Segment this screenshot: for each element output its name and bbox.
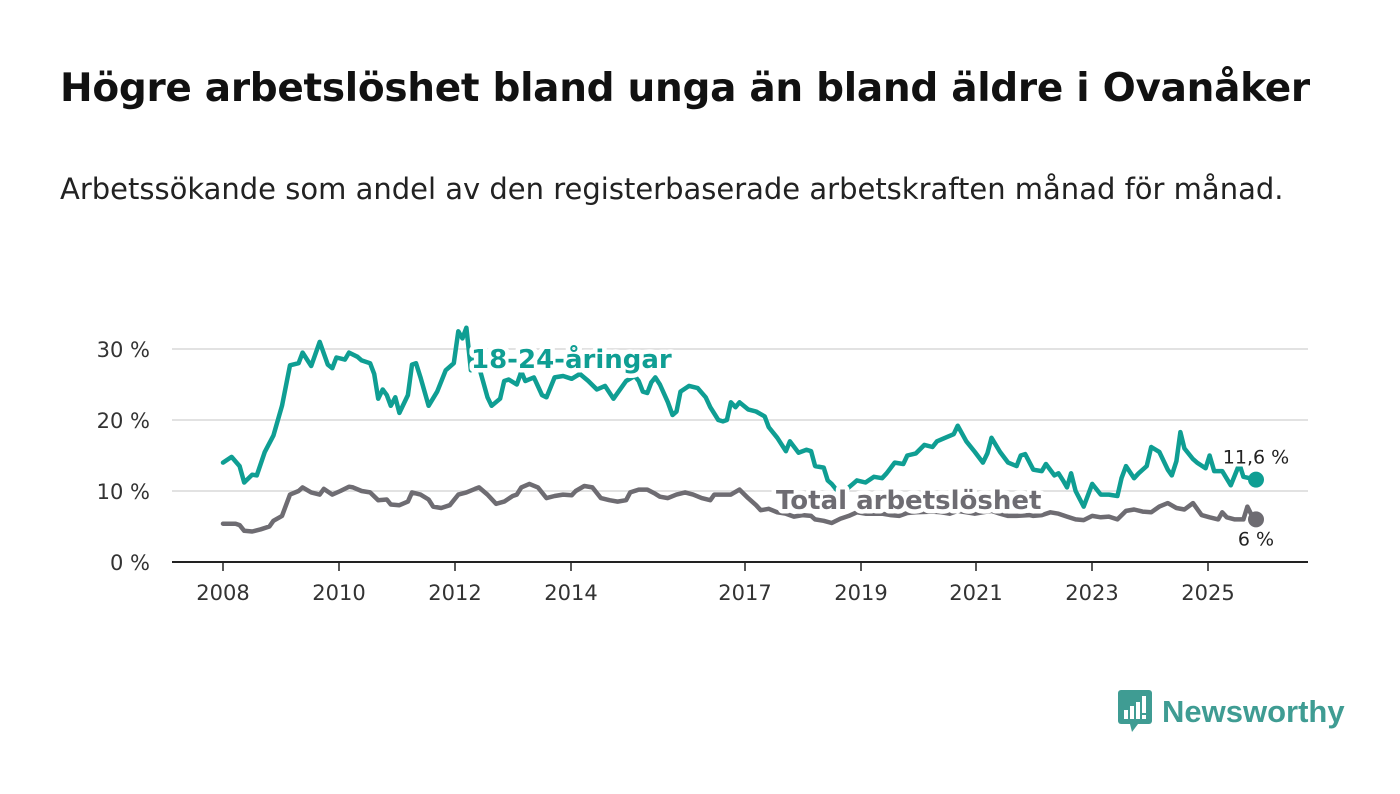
end-label-unga-halo: 11,6 % [1223, 447, 1289, 469]
x-tick-label: 2025 [1181, 581, 1234, 605]
series-label-total: Total arbetslöshet [776, 486, 1041, 516]
brand-logo: Newsworthy [1118, 690, 1345, 734]
y-tick-label: 10 % [97, 480, 150, 504]
x-tick-label: 2023 [1065, 581, 1118, 605]
x-tick-label: 2019 [834, 581, 887, 605]
series-label-unga: 18-24-åringar [471, 343, 672, 375]
y-tick-label: 20 % [97, 409, 150, 433]
x-tick-label: 2014 [544, 581, 597, 605]
chart-subtitle: Arbetssökande som andel av den registerb… [60, 172, 1284, 206]
brand-name: Newsworthy [1162, 694, 1345, 729]
x-tick-label: 2021 [949, 581, 1002, 605]
y-tick-label: 0 % [110, 551, 150, 575]
end-label-unga: 11,6 % [1223, 447, 1289, 469]
y-axis-ticks: 0 % 10 % 20 % 30 % [97, 338, 150, 575]
y-tick-label: 30 % [97, 338, 150, 362]
series-line-total [220, 481, 1259, 534]
x-tick-label: 2012 [428, 581, 481, 605]
series-lines [220, 325, 1264, 534]
series-label-total-halo: Total arbetslöshet [776, 486, 1041, 516]
series-label-unga-halo: 18-24-åringar [471, 343, 672, 375]
newsworthy-logo-icon [1118, 690, 1152, 732]
gridlines [172, 348, 1308, 563]
x-tick-label: 2017 [718, 581, 771, 605]
x-tick-label: 2010 [312, 581, 365, 605]
series-line-unga [220, 325, 1259, 509]
x-tick-label: 2008 [196, 581, 249, 605]
chart-title: Högre arbetslöshet bland unga än bland ä… [60, 66, 1310, 111]
series-end-point [1248, 471, 1264, 488]
end-label-total: 6 % [1238, 528, 1274, 550]
series-end-point [1248, 511, 1264, 528]
x-axis-ticks: 2008 2010 2012 2014 2017 2019 2021 2023 2025 [196, 562, 1235, 605]
